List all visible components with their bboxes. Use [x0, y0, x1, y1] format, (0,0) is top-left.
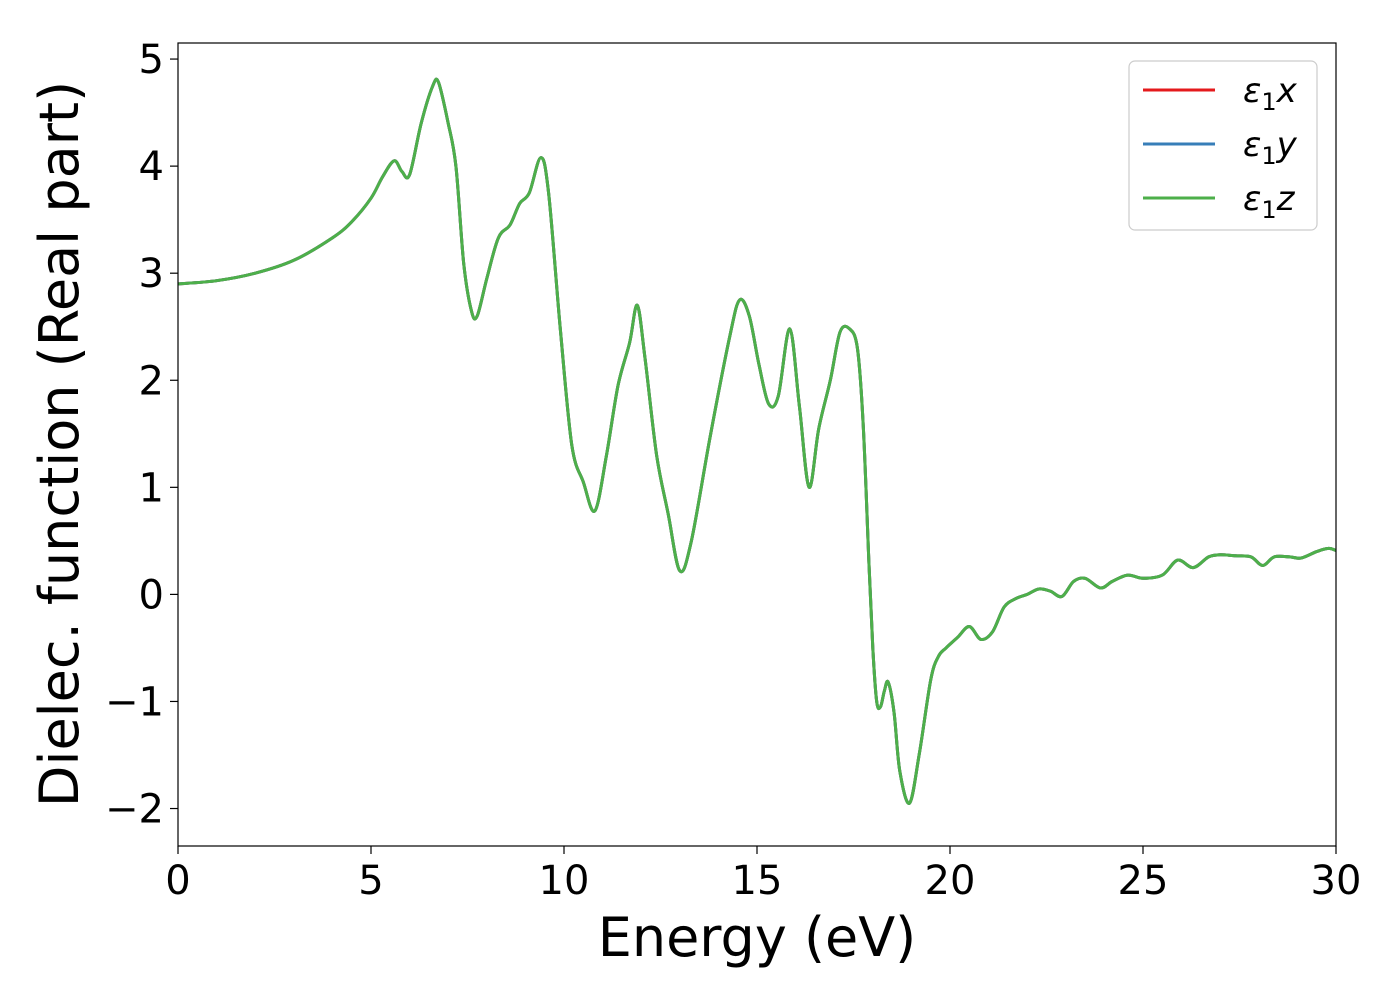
x-tick-label: 30 — [1311, 858, 1362, 904]
x-tick-label: 10 — [539, 858, 590, 904]
legend-label-subscript: 1 — [1261, 142, 1276, 170]
legend-label-var: y — [1276, 125, 1298, 165]
legend-label-y: ε1y — [1243, 125, 1298, 170]
legend-label-main: ε — [1243, 179, 1261, 219]
x-tick-label: 15 — [732, 858, 783, 904]
legend-label-var: z — [1276, 179, 1296, 219]
legend-label-subscript: 1 — [1261, 196, 1276, 224]
y-tick-label: −2 — [105, 787, 164, 833]
y-tick-label: 1 — [139, 465, 164, 511]
y-axis-label: Dielec. function (Real part) — [28, 81, 91, 807]
y-tick-label: 0 — [139, 572, 164, 618]
x-tick-label: 25 — [1118, 858, 1169, 904]
y-axis-ticks: −2 −1 0 1 2 3 4 5 — [105, 37, 178, 833]
series-line-z — [178, 77, 1336, 805]
x-tick-label: 0 — [165, 858, 190, 904]
legend-label-x: ε1x — [1243, 71, 1298, 116]
x-tick-label: 5 — [358, 858, 383, 904]
y-tick-label: −1 — [105, 679, 164, 725]
legend-label-subscript: 1 — [1261, 88, 1276, 116]
series-layer — [178, 77, 1336, 805]
x-axis-label: Energy (eV) — [598, 906, 917, 969]
y-tick-label: 4 — [139, 144, 164, 190]
y-tick-label: 5 — [139, 37, 164, 83]
y-tick-label: 2 — [139, 358, 164, 404]
y-tick-label: 3 — [139, 251, 164, 297]
legend-box — [1128, 60, 1318, 231]
legend-label-z: ε1z — [1243, 179, 1296, 224]
legend-label-main: ε — [1243, 125, 1261, 165]
x-tick-label: 20 — [925, 858, 976, 904]
legend-label-var: x — [1276, 71, 1298, 111]
legend-label-main: ε — [1243, 71, 1261, 111]
x-axis-ticks: 0 5 10 15 20 25 30 — [165, 846, 1361, 904]
